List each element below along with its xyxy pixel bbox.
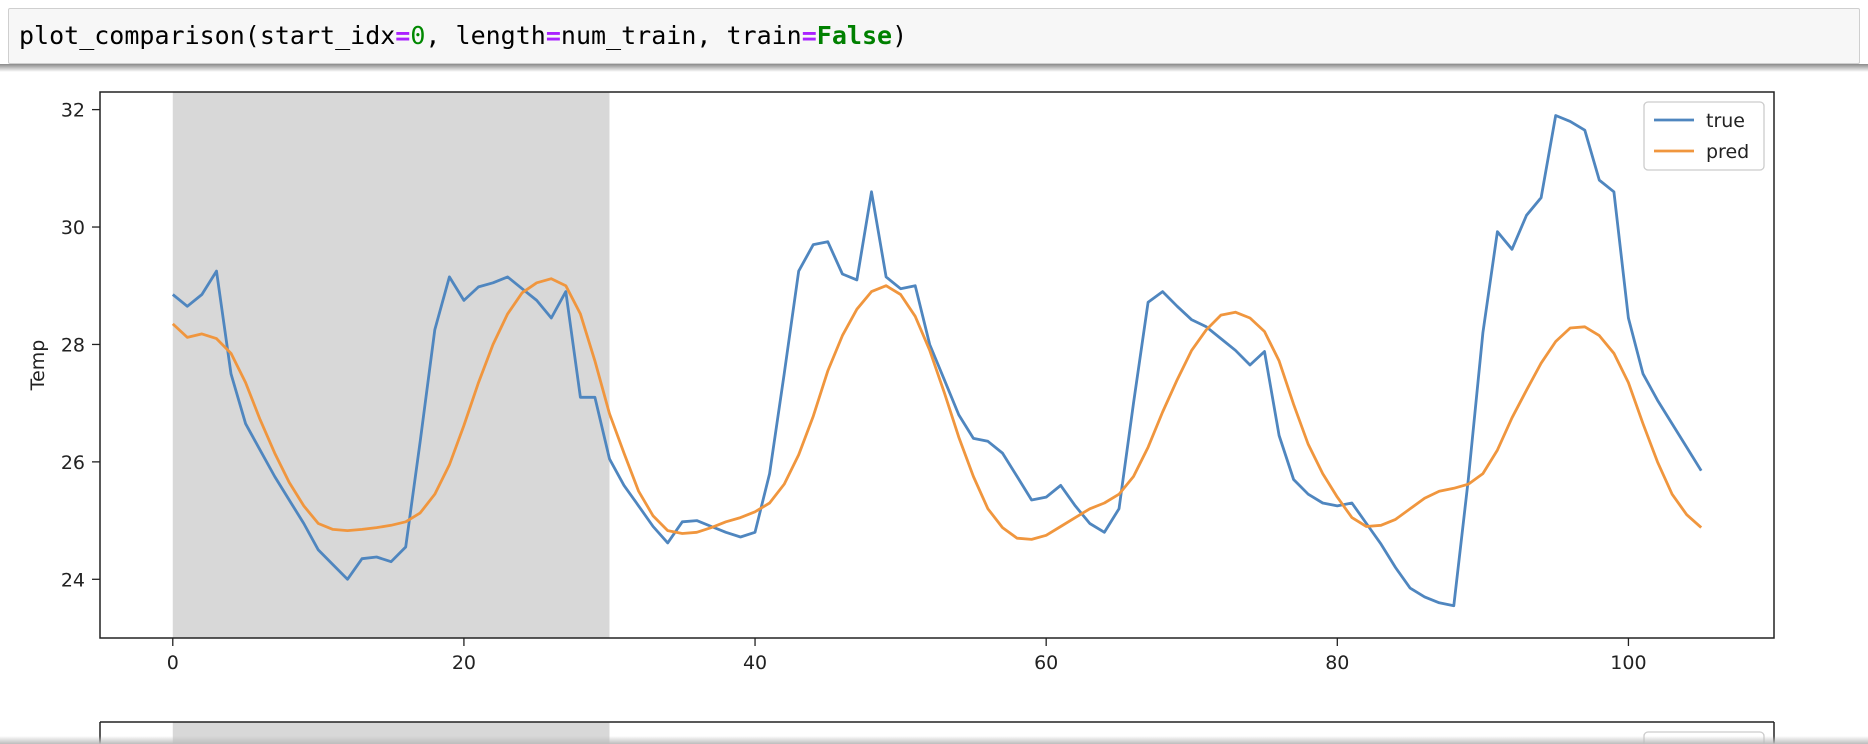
code-arg-value: num_train [560, 21, 697, 50]
x-tick-label: 80 [1325, 652, 1349, 674]
y-tick-label: 28 [61, 334, 85, 356]
code-number: 0 [410, 21, 426, 50]
code-cell[interactable]: plot_comparison(start_idx=0, length=num_… [8, 8, 1860, 64]
plot-frame [99, 91, 1775, 639]
y-tick-label: 32 [61, 100, 85, 122]
series-line-true [171, 114, 1703, 608]
shaded-region [172, 92, 610, 638]
code-keyword: False [816, 21, 893, 50]
x-tick-label: 100 [1610, 652, 1646, 674]
y-tick-label: 26 [61, 452, 85, 474]
code-part: (start_idx [244, 21, 396, 50]
code-func-name: plot_comparison [19, 21, 245, 50]
legend-label-pred: pred [1706, 141, 1749, 163]
legend-label-true: true [1706, 110, 1745, 132]
next-output-shadow [0, 736, 1868, 744]
y-axis-label: Temp [27, 340, 49, 392]
x-tick-label: 0 [167, 652, 179, 674]
code-operator: = [545, 21, 561, 50]
x-tick-label: 60 [1034, 652, 1058, 674]
y-tick-label: 24 [61, 569, 85, 591]
output-area-shadow [0, 64, 1868, 72]
x-tick-label: 20 [452, 652, 476, 674]
code-part: ) [892, 21, 908, 50]
x-tick-label: 40 [743, 652, 767, 674]
code-operator: = [801, 21, 817, 50]
code-operator: = [395, 21, 411, 50]
code-part: , length [425, 21, 546, 50]
code-part: , train [696, 21, 802, 50]
code-line[interactable]: plot_comparison(start_idx=0, length=num_… [19, 21, 907, 50]
y-tick-label: 30 [61, 217, 85, 239]
series-line-pred [171, 277, 1703, 541]
